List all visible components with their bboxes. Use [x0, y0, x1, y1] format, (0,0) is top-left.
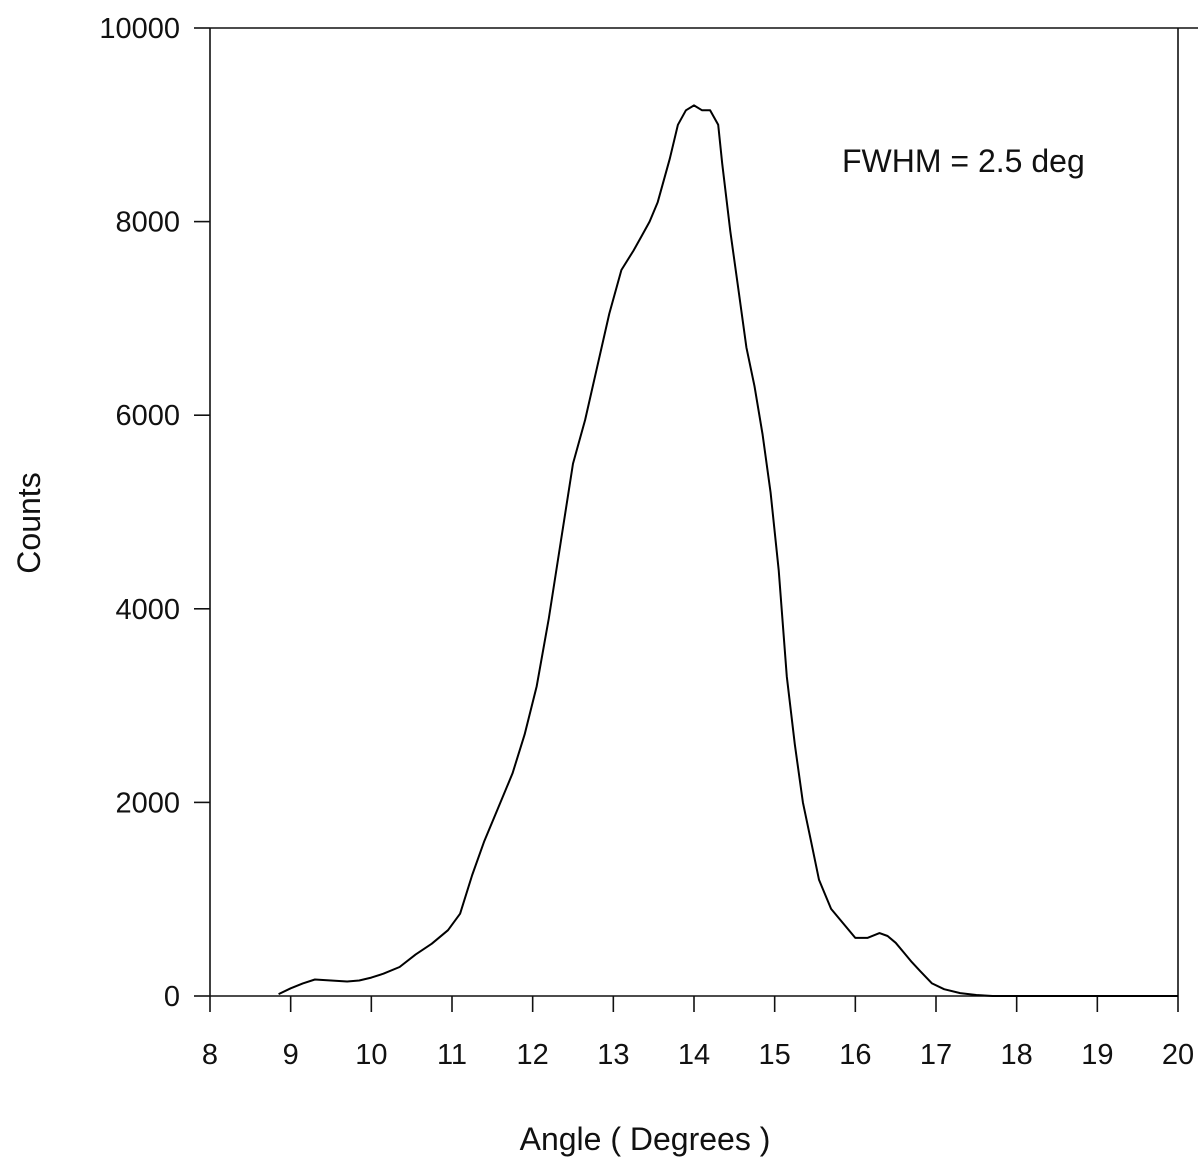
x-tick-label: 14 — [678, 1039, 710, 1071]
y-tick-label: 0 — [164, 981, 180, 1013]
y-axis-title: Counts — [11, 472, 47, 573]
x-tick-label: 11 — [437, 1039, 467, 1071]
y-tick-label: 2000 — [115, 787, 180, 819]
x-tick-label: 19 — [1081, 1039, 1113, 1071]
x-axis-title: Angle ( Degrees ) — [520, 1121, 771, 1157]
y-tick-label: 4000 — [115, 594, 180, 626]
series-layer — [278, 104, 1178, 997]
y-tick-label: 6000 — [115, 400, 180, 432]
x-tick-label: 12 — [517, 1039, 549, 1071]
x-tick-label: 20 — [1162, 1039, 1194, 1071]
x-tick-label: 9 — [283, 1039, 299, 1071]
x-tick-label: 18 — [1001, 1039, 1033, 1071]
x-tick-label: 8 — [202, 1039, 218, 1071]
series-line — [278, 104, 1178, 997]
x-tick-label: 10 — [355, 1039, 387, 1071]
x-tick-label: 16 — [839, 1039, 871, 1071]
fwhm-annotation: FWHM = 2.5 deg — [842, 143, 1085, 179]
ticks: 8 9 10 11 12 13 14 15 16 17 18 19 20 0 2000 4000 6000 800… — [99, 13, 1194, 1071]
y-tick-label: 8000 — [115, 207, 180, 239]
x-tick-label: 17 — [920, 1039, 952, 1071]
y-tick-label: 10000 — [99, 13, 180, 45]
x-tick-label: 13 — [597, 1039, 629, 1071]
x-tick-label: 15 — [759, 1039, 791, 1071]
